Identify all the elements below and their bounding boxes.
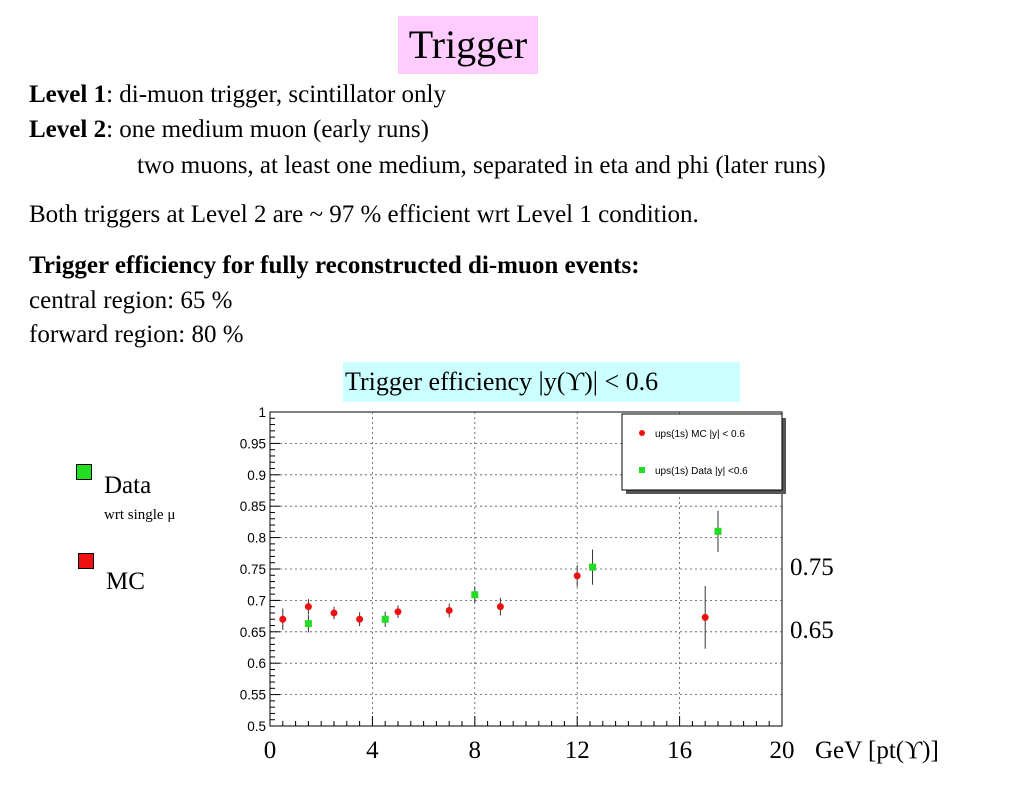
legend-entry: ups(1s) MC |y| < 0.6 [655,429,745,440]
y-tick-label: 0.55 [240,688,266,703]
mc-legend-label: MC [106,568,145,595]
data-point [304,603,312,611]
level2-line: Level 2: one medium muon (early runs) [29,115,429,145]
y-tick-label: 0.85 [240,499,266,514]
plot-legend: ups(1s) MC |y| < 0.6 ups(1s) Data |y| <0.… [621,413,786,494]
y-tick-label: 0.5 [247,719,266,734]
reference-label-1: 0.65 [790,617,834,644]
y-tick-label: 0.75 [240,562,266,577]
efficiency-heading: Trigger efficiency for fully reconstruct… [29,252,640,279]
data-point [279,615,287,623]
level2-continuation: two muons, at least one medium, separate… [137,152,826,179]
data-point [496,603,504,611]
mc-swatch [78,553,94,569]
chart-title: Trigger efficiency |y(ϒ)| < 0.6 [343,362,740,402]
legend-entry: ups(1s) Data |y| <0.6 [655,466,748,477]
level1-label: Level 1 [29,81,107,108]
y-tick-label: 0.9 [247,468,266,483]
y-tick-label: 0.8 [247,531,266,546]
x-tick-label: 0 [264,737,277,764]
data-legend-sub: wrt single μ [104,507,176,523]
legend-marker [639,430,645,436]
x-tick-label: 4 [366,737,379,764]
data-point [394,608,402,616]
reference-label-0: 0.75 [790,554,834,581]
data-swatch [76,464,92,480]
series-0 [279,565,709,649]
x-tick-label: 8 [469,737,482,764]
forward-region-text: forward region: 80 % [29,321,244,348]
y-tick-label: 0.6 [247,656,266,671]
level2-text: : one medium muon (early runs) [106,116,429,143]
axis-ticks [269,411,783,727]
x-tick-label: 20 [770,737,795,764]
data-point [304,620,312,628]
level1-text: : di-muon trigger, scintillator only [106,81,446,108]
data-point [701,613,709,621]
central-region-text: central region: 65 % [29,287,233,314]
slide-title: Trigger [398,16,538,74]
y-tick-label: 0.95 [240,436,266,451]
level2-label: Level 2 [29,116,107,143]
data-point [714,527,722,535]
data-legend-label: Data [104,472,152,499]
y-tick-label: 0.65 [240,625,266,640]
data-point [330,609,338,617]
legend-marker [639,467,645,473]
data-point [589,563,597,571]
series-1 [304,510,722,633]
x-tick-label: 12 [565,737,590,764]
y-tick-label: 1 [258,405,266,420]
data-point [381,615,389,623]
data-point [471,591,479,599]
both-triggers-text: Both triggers at Level 2 are ~ 97 % effi… [29,201,699,228]
data-point [445,606,453,614]
data-point [356,615,364,623]
level1-line: Level 1: di-muon trigger, scintillator o… [29,80,446,110]
x-tick-label: 16 [667,737,692,764]
data-point [573,572,581,580]
legend-box [621,413,783,491]
x-axis-label: GeV [pt(ϒ)] [815,737,939,764]
y-tick-label: 0.7 [247,593,266,608]
